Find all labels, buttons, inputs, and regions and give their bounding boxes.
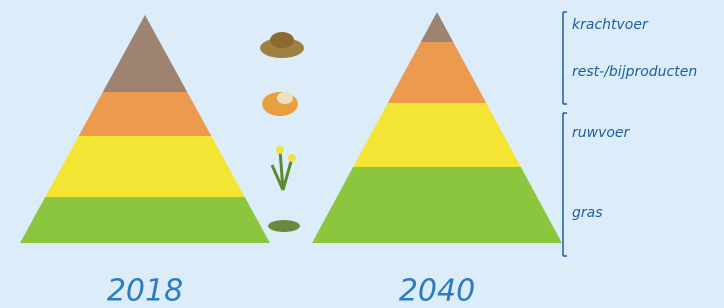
infographic: krachtvoer rest-/bijproducten ruwvoer gr… [0,0,724,308]
icon-grass [268,220,300,232]
year-label: 2040 [399,274,475,308]
pyramid-layer [45,136,245,197]
pyramid-layer [20,197,270,243]
layer-label: rest-/bijproducten [572,64,697,80]
layer-label: gras [572,205,603,221]
layer-label: ruwvoer [572,125,631,141]
year-label: 2018 [107,274,183,308]
icon-flower [288,154,296,162]
layer-label: krachtvoer [572,17,649,33]
icon-byproducts-top [277,92,293,104]
icon-flower [276,146,284,154]
pyramid-layer [312,167,562,243]
icon-concentrate-top [270,32,294,48]
